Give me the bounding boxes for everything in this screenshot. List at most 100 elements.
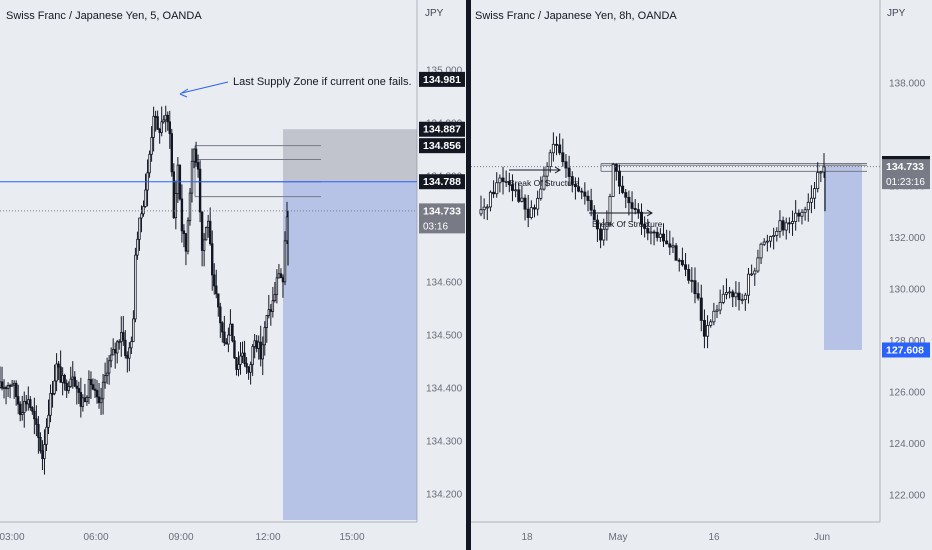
candle	[621, 185, 625, 193]
annotation-text: Last Supply Zone if current one fails.	[233, 76, 412, 88]
candle	[23, 401, 26, 413]
candle	[589, 200, 593, 211]
candle	[769, 236, 773, 242]
candle	[784, 222, 788, 231]
candle	[194, 148, 198, 163]
candle	[79, 392, 83, 407]
candle	[101, 381, 105, 400]
candle	[105, 372, 109, 377]
candle	[721, 293, 725, 303]
candle	[148, 153, 151, 174]
candle	[639, 211, 643, 225]
candle	[235, 357, 238, 370]
candle	[495, 182, 499, 195]
y-tick-label: 138.000	[889, 79, 926, 90]
candle	[545, 166, 549, 177]
candle	[658, 233, 662, 238]
candle	[548, 152, 552, 167]
candle	[47, 414, 50, 428]
candle	[83, 397, 87, 403]
candle	[775, 230, 779, 236]
candle	[605, 222, 609, 230]
candle	[144, 189, 147, 207]
candle	[233, 340, 236, 359]
candle	[806, 201, 810, 211]
candle	[702, 320, 706, 337]
candle	[208, 220, 212, 245]
candle	[81, 397, 85, 407]
candle	[617, 170, 621, 187]
candle	[136, 238, 139, 256]
candle	[800, 211, 804, 217]
candle	[277, 273, 281, 279]
candle	[59, 366, 62, 383]
candle	[27, 399, 30, 405]
candle	[485, 206, 489, 209]
price-badge	[419, 121, 465, 137]
y-tick-label: 122.000	[889, 490, 926, 501]
candle	[809, 197, 813, 203]
candle	[687, 268, 691, 281]
candle	[573, 183, 577, 188]
chart-pane-right[interactable]: 138.000134.000132.000130.000128.000126.0…	[471, 0, 932, 550]
y-tick-label: 126.000	[889, 387, 926, 398]
candle	[99, 398, 103, 404]
candle	[677, 259, 681, 262]
candle	[217, 293, 220, 308]
candle	[241, 352, 244, 357]
candle	[211, 243, 214, 276]
x-tick-label: May	[609, 532, 628, 543]
price-badge-label: 134.981	[423, 74, 461, 86]
target-zone	[824, 166, 862, 350]
candle	[690, 279, 694, 282]
candle	[37, 424, 40, 438]
candle	[111, 349, 115, 356]
candle	[283, 240, 287, 283]
price-badge-label: 127.608	[886, 344, 924, 356]
candle	[611, 164, 615, 197]
candle	[715, 309, 719, 312]
candle	[696, 293, 700, 299]
candle	[630, 202, 634, 209]
chart-title-left: Swiss Franc / Japanese Yen, 5, OANDA	[6, 10, 202, 22]
candle	[55, 363, 58, 382]
candle	[176, 164, 180, 194]
price-badge-label: 134.733	[886, 161, 924, 173]
candle	[674, 245, 678, 261]
candle	[602, 228, 606, 241]
candle	[259, 341, 262, 360]
chart-canvas-left[interactable]: 135.000134.900134.800134.700134.600134.5…	[0, 0, 466, 550]
candle	[87, 379, 91, 398]
y-tick-label: 134.400	[426, 383, 463, 394]
candle	[138, 217, 141, 240]
candle	[200, 211, 204, 251]
candle	[247, 366, 250, 373]
chart-pane-left[interactable]: 135.000134.900134.800134.700134.600134.5…	[0, 0, 466, 550]
candle	[116, 341, 119, 354]
bos-label: Break Of Structure	[592, 219, 663, 229]
candle	[551, 143, 555, 154]
currency-label-left: JPY	[425, 8, 444, 19]
candle	[558, 144, 562, 154]
candle	[128, 347, 131, 359]
candle	[731, 291, 735, 298]
pane-divider[interactable]	[466, 0, 471, 550]
candle	[93, 388, 97, 391]
candle	[221, 322, 224, 333]
price-badge-timer: 03:16	[423, 221, 448, 232]
bos-arrowhead	[646, 209, 653, 217]
candle	[140, 213, 143, 219]
candle	[25, 401, 28, 405]
candle	[160, 121, 163, 133]
candle	[523, 197, 527, 210]
candle	[73, 376, 76, 387]
candle	[595, 219, 599, 230]
candle	[753, 270, 757, 275]
candle	[114, 349, 117, 354]
x-tick-label: 12:00	[255, 532, 280, 543]
candle	[643, 223, 647, 229]
candle	[16, 396, 20, 405]
chart-canvas-right[interactable]: 138.000134.000132.000130.000128.000126.0…	[471, 0, 932, 550]
candle	[819, 171, 823, 174]
candle	[109, 354, 113, 362]
